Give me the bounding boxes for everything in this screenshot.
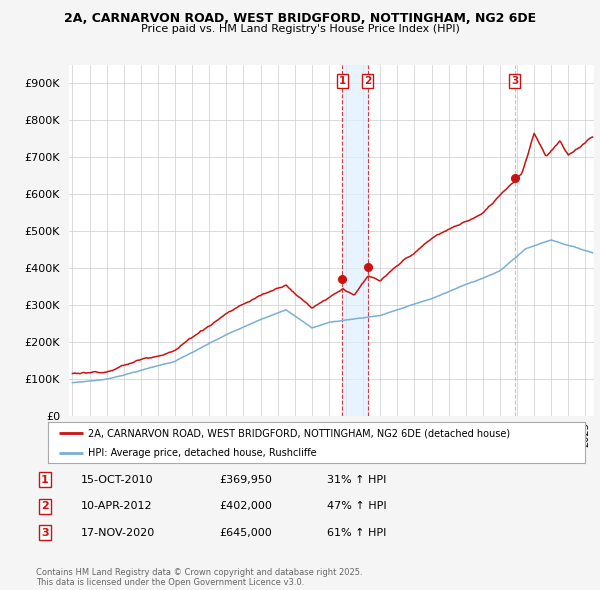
Text: 1: 1 [339, 76, 346, 86]
Text: £402,000: £402,000 [219, 502, 272, 511]
Text: £369,950: £369,950 [219, 475, 272, 484]
Text: HPI: Average price, detached house, Rushcliffe: HPI: Average price, detached house, Rush… [88, 448, 317, 458]
Text: £645,000: £645,000 [219, 528, 272, 537]
Text: 2: 2 [364, 76, 371, 86]
Text: 3: 3 [41, 528, 49, 537]
Text: 2A, CARNARVON ROAD, WEST BRIDGFORD, NOTTINGHAM, NG2 6DE: 2A, CARNARVON ROAD, WEST BRIDGFORD, NOTT… [64, 12, 536, 25]
Text: 31% ↑ HPI: 31% ↑ HPI [327, 475, 386, 484]
Text: 2A, CARNARVON ROAD, WEST BRIDGFORD, NOTTINGHAM, NG2 6DE (detached house): 2A, CARNARVON ROAD, WEST BRIDGFORD, NOTT… [88, 428, 511, 438]
Text: 15-OCT-2010: 15-OCT-2010 [81, 475, 154, 484]
Text: Contains HM Land Registry data © Crown copyright and database right 2025.
This d: Contains HM Land Registry data © Crown c… [36, 568, 362, 587]
Text: 1: 1 [41, 475, 49, 484]
Text: 17-NOV-2020: 17-NOV-2020 [81, 528, 155, 537]
Text: 61% ↑ HPI: 61% ↑ HPI [327, 528, 386, 537]
Text: 47% ↑ HPI: 47% ↑ HPI [327, 502, 386, 511]
Text: 3: 3 [511, 76, 518, 86]
Text: Price paid vs. HM Land Registry's House Price Index (HPI): Price paid vs. HM Land Registry's House … [140, 24, 460, 34]
Text: 10-APR-2012: 10-APR-2012 [81, 502, 152, 511]
Text: 2: 2 [41, 502, 49, 511]
Bar [343, 65, 368, 416]
